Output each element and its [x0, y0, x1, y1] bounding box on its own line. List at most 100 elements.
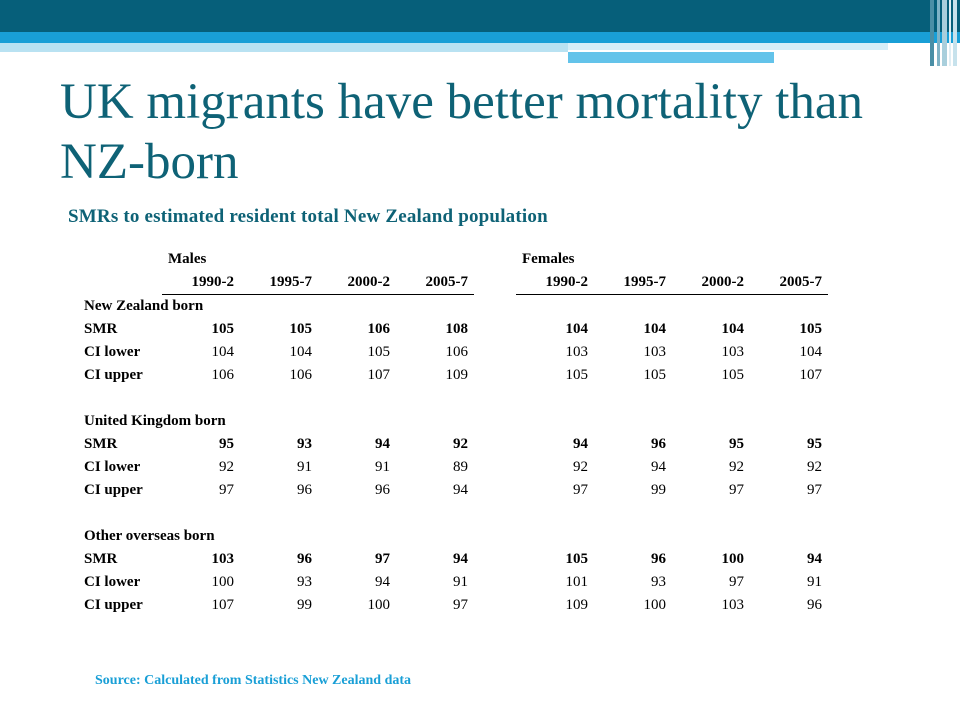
row-label: CI lower [84, 459, 141, 475]
females-value: 97 [729, 482, 744, 498]
males-value: 89 [453, 459, 468, 475]
females-value: 94 [651, 459, 666, 475]
males-value: 91 [375, 459, 390, 475]
period-header-males: 2000-2 [318, 271, 396, 295]
females-value: 105 [799, 321, 823, 337]
females-value: 91 [807, 574, 822, 590]
section-header-row: Other overseas born [78, 525, 828, 548]
females-value: 103 [565, 344, 589, 360]
header-band-light [568, 52, 774, 63]
header-band-divider [568, 50, 888, 52]
females-value: 92 [807, 459, 822, 475]
slide-title: UK migrants have better mortality than N… [60, 74, 864, 190]
males-value: 106 [367, 321, 391, 337]
males-value: 93 [297, 436, 312, 452]
females-value: 97 [729, 574, 744, 590]
females-value: 96 [807, 597, 822, 613]
table-row: SMR 103 96 97 94 105 96 100 94 [78, 548, 828, 571]
males-value: 95 [219, 436, 234, 452]
females-value: 105 [565, 367, 589, 383]
males-value: 105 [289, 321, 313, 337]
slide-subtitle: SMRs to estimated resident total New Zea… [68, 206, 548, 227]
males-value: 108 [445, 321, 469, 337]
row-label: SMR [84, 551, 118, 567]
males-value: 93 [297, 574, 312, 590]
row-label: CI upper [84, 482, 143, 498]
period-header-males: 1990-2 [162, 271, 240, 295]
females-value: 95 [807, 436, 822, 452]
period-header-females: 1995-7 [594, 271, 672, 295]
males-value: 94 [453, 482, 468, 498]
females-value: 97 [807, 482, 822, 498]
row-label: CI lower [84, 574, 141, 590]
males-value: 100 [211, 574, 235, 590]
males-value: 104 [211, 344, 235, 360]
females-value: 105 [721, 367, 745, 383]
header-band-pale-right [568, 43, 888, 50]
column-gap [474, 433, 516, 456]
column-gap [474, 571, 516, 594]
corner-cell [78, 271, 162, 295]
females-value: 92 [729, 459, 744, 475]
group-header-males: Males [168, 251, 207, 267]
females-value: 96 [651, 551, 666, 567]
section-header-row: New Zealand born [78, 295, 828, 319]
females-value: 100 [643, 597, 667, 613]
males-value: 106 [211, 367, 235, 383]
males-value: 94 [453, 551, 468, 567]
males-value: 107 [367, 367, 391, 383]
females-value: 105 [643, 367, 667, 383]
row-label: SMR [84, 321, 118, 337]
section-title: Other overseas born [84, 528, 215, 544]
males-value: 97 [453, 597, 468, 613]
males-value: 97 [219, 482, 234, 498]
females-value: 105 [565, 551, 589, 567]
males-value: 103 [211, 551, 235, 567]
males-value: 107 [211, 597, 235, 613]
column-gap [474, 341, 516, 364]
period-header-males: 2005-7 [396, 271, 474, 295]
table-row: SMR 95 93 94 92 94 96 95 95 [78, 433, 828, 456]
period-header-females: 2005-7 [750, 271, 828, 295]
females-value: 94 [573, 436, 588, 452]
column-gap [474, 479, 516, 502]
row-label: CI upper [84, 367, 143, 383]
table-row: CI lower 100 93 94 91 101 93 97 91 [78, 571, 828, 594]
females-value: 94 [807, 551, 822, 567]
spacer-cell [78, 387, 828, 410]
females-value: 104 [643, 321, 667, 337]
header-band-dark [0, 0, 960, 32]
males-value: 94 [375, 436, 390, 452]
females-value: 109 [565, 597, 589, 613]
females-value: 103 [721, 597, 745, 613]
males-value: 97 [375, 551, 390, 567]
header-band-pale [0, 43, 568, 52]
males-value: 91 [297, 459, 312, 475]
males-value: 109 [445, 367, 469, 383]
column-gap [474, 364, 516, 387]
corner-cell [78, 248, 162, 271]
row-label: CI lower [84, 344, 141, 360]
period-header-females: 2000-2 [672, 271, 750, 295]
females-value: 93 [651, 574, 666, 590]
table-row: CI lower 92 91 91 89 92 94 92 92 [78, 456, 828, 479]
females-value: 103 [643, 344, 667, 360]
males-value: 105 [367, 344, 391, 360]
group-header-row: Males Females [78, 248, 828, 271]
females-value: 97 [573, 482, 588, 498]
females-value: 101 [565, 574, 589, 590]
females-value: 107 [799, 367, 823, 383]
period-header-females: 1990-2 [516, 271, 594, 295]
males-value: 96 [375, 482, 390, 498]
spacer-row [78, 387, 828, 410]
period-header-row: 1990-2 1995-7 2000-2 2005-7 1990-2 1995-7 2000… [78, 271, 828, 295]
column-gap [474, 594, 516, 617]
table-row: CI upper 107 99 100 97 109 100 103 96 [78, 594, 828, 617]
females-value: 95 [729, 436, 744, 452]
table-row: SMR 105 105 106 108 104 104 104 105 [78, 318, 828, 341]
row-label: SMR [84, 436, 118, 452]
males-value: 96 [297, 482, 312, 498]
males-value: 106 [289, 367, 313, 383]
males-value: 100 [367, 597, 391, 613]
males-value: 94 [375, 574, 390, 590]
